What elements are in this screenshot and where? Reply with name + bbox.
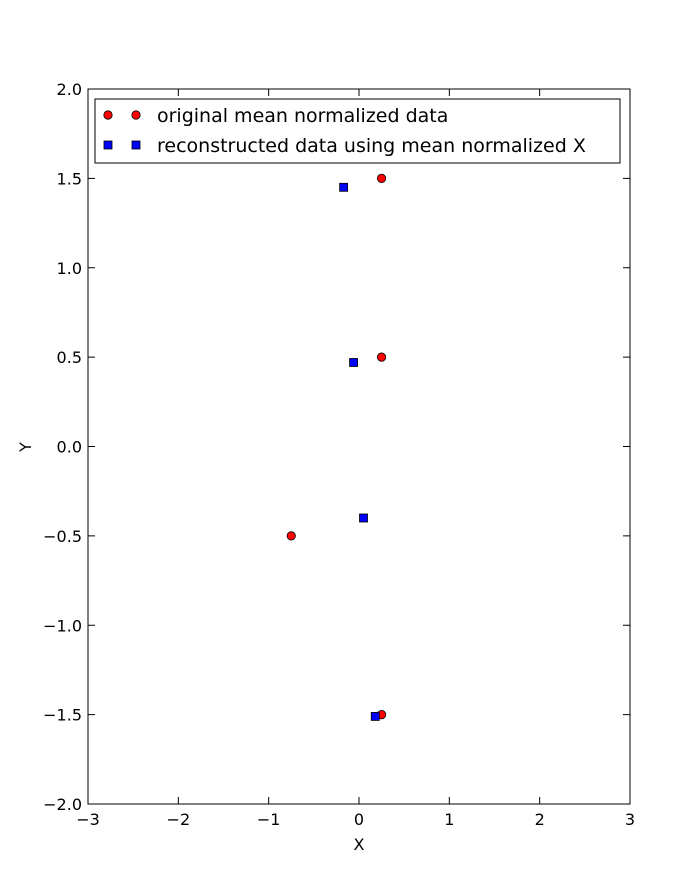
- x-tick-label: 2: [535, 810, 545, 829]
- legend-marker-original: [131, 110, 141, 120]
- x-tick-label: −2: [167, 810, 191, 829]
- y-tick-label: 1.5: [57, 169, 82, 188]
- x-tick-label: −1: [257, 810, 281, 829]
- legend-box: [94, 98, 621, 164]
- tick-labels: −3 −2 −1 0 1 2 3 2.0 1.5 1.0 0.5 0.0 −0.5 −1.0 −1.5 −2.…: [43, 80, 635, 829]
- data-points: [286, 173, 387, 721]
- y-tick-label: 1.0: [57, 259, 82, 278]
- reconstructed-point: [370, 712, 380, 721]
- y-tick-label: −2.0: [43, 795, 82, 814]
- x-tick-label: 1: [444, 810, 454, 829]
- original-point: [376, 173, 387, 183]
- y-tick-label: 2.0: [57, 80, 82, 99]
- y-tick-label: 0.0: [57, 438, 82, 457]
- legend-marker-reconstructed: [131, 140, 141, 150]
- reconstructed-point: [359, 513, 368, 523]
- y-tick-label: 0.5: [57, 348, 82, 367]
- x-tick-label: 0: [354, 810, 364, 829]
- legend-marker-original: [103, 110, 113, 120]
- plot-area: [88, 89, 630, 804]
- original-point: [286, 531, 296, 541]
- x-tick-label: −3: [76, 810, 100, 829]
- legend-label-reconstructed: reconstructed data using mean normalized…: [157, 135, 586, 157]
- x-tick-label: 3: [625, 810, 635, 829]
- x-axis-label: X: [354, 835, 365, 854]
- y-axis-label: Y: [16, 442, 35, 453]
- legend-marker-reconstructed: [103, 140, 113, 150]
- y-tick-label: −0.5: [43, 527, 82, 546]
- legend-label-original: original mean normalized data: [157, 105, 448, 127]
- original-point: [376, 352, 387, 362]
- plot-frame: [87, 88, 631, 805]
- legend: original mean normalized data reconstruc…: [94, 98, 621, 164]
- y-tick-label: −1.0: [43, 616, 82, 635]
- reconstructed-point: [339, 182, 349, 192]
- y-tick-label: −1.5: [43, 706, 82, 725]
- legend-markers: [103, 110, 141, 150]
- reconstructed-point: [349, 358, 358, 367]
